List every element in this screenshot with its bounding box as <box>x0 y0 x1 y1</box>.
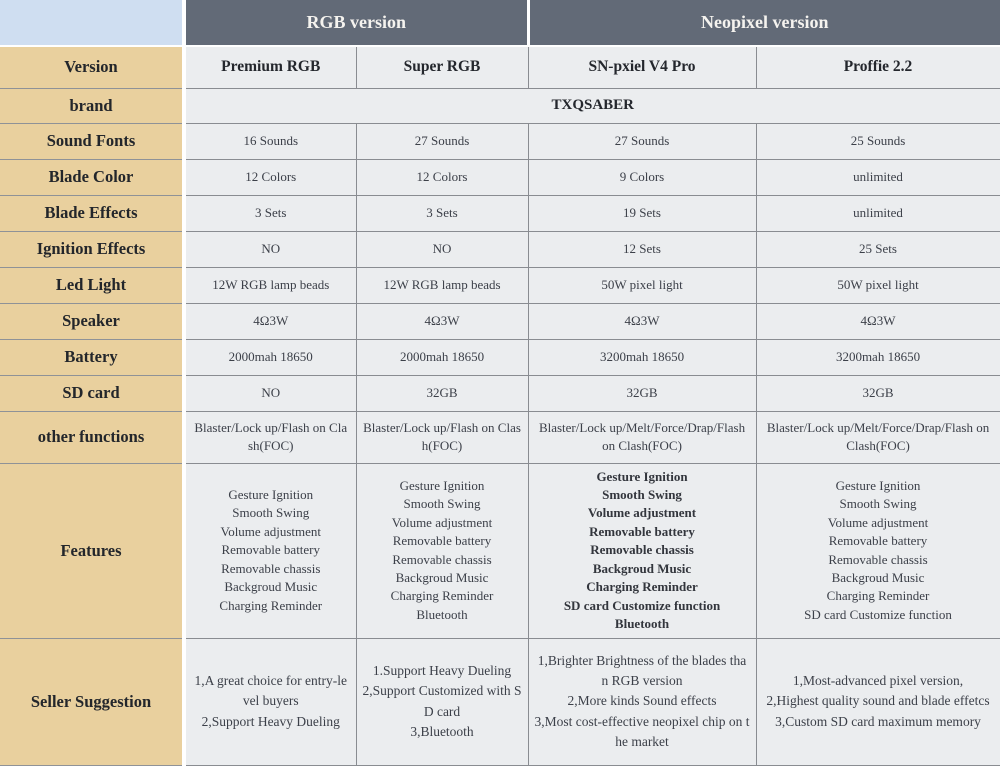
group-header-neopixel-version: Neopixel version <box>526 0 1000 47</box>
spec-cell: unlimited <box>755 194 1000 232</box>
spec-cell: 12W RGB lamp beads <box>183 266 357 304</box>
spec-cell: 16 Sounds <box>183 122 357 160</box>
row-header-blade-effects: Blade Effects <box>0 194 186 232</box>
row-features: Features Gesture Ignition Smooth Swing V… <box>0 462 1000 639</box>
row-header-brand: brand <box>0 87 186 124</box>
features-cell: Gesture Ignition Smooth Swing Volume adj… <box>755 462 1000 639</box>
row-blade-effects: Blade Effects 3 Sets 3 Sets 19 Sets unli… <box>0 194 1000 232</box>
spec-cell: 4Ω3W <box>355 302 529 340</box>
spec-cell: 32GB <box>355 374 529 412</box>
spec-cell: 12W RGB lamp beads <box>355 266 529 304</box>
spec-cell: 3200mah 18650 <box>527 338 757 376</box>
brand-cell: TXQSABER <box>183 87 1000 124</box>
spec-cell: 25 Sounds <box>755 122 1000 160</box>
row-led-light: Led Light 12W RGB lamp beads 12W RGB lam… <box>0 266 1000 304</box>
spec-cell: Blaster/Lock up/Flash on Clash(FOC) <box>183 410 357 464</box>
suggestion-cell: 1,Most-advanced pixel version, 2,Highest… <box>755 637 1000 766</box>
spec-cell: 25 Sets <box>755 230 1000 268</box>
spec-cell: 4Ω3W <box>755 302 1000 340</box>
spec-cell: 4Ω3W <box>183 302 357 340</box>
row-blade-color: Blade Color 12 Colors 12 Colors 9 Colors… <box>0 158 1000 196</box>
spec-cell: NO <box>183 374 357 412</box>
spec-cell: SN-pxiel V4 Pro <box>527 45 757 89</box>
row-other-functions: other functions Blaster/Lock up/Flash on… <box>0 410 1000 464</box>
spec-cell: 32GB <box>755 374 1000 412</box>
row-sound-fonts: Sound Fonts 16 Sounds 27 Sounds 27 Sound… <box>0 122 1000 160</box>
spec-cell: 2000mah 18650 <box>355 338 529 376</box>
row-header-version: Version <box>0 45 186 89</box>
spec-cell: 3 Sets <box>355 194 529 232</box>
row-header-sd-card: SD card <box>0 374 186 412</box>
group-header-rgb-version: RGB version <box>184 0 529 47</box>
row-header-speaker: Speaker <box>0 302 186 340</box>
row-header-features: Features <box>0 462 186 639</box>
spec-cell: 4Ω3W <box>527 302 757 340</box>
spec-cell: 19 Sets <box>527 194 757 232</box>
row-battery: Battery 2000mah 18650 2000mah 18650 3200… <box>0 338 1000 376</box>
suggestion-cell: 1,A great choice for entry-level buyers … <box>183 637 357 766</box>
row-header-led-light: Led Light <box>0 266 186 304</box>
features-cell: Gesture Ignition Smooth Swing Volume adj… <box>183 462 357 639</box>
row-header-seller-suggestion: Seller Suggestion <box>0 637 186 766</box>
row-seller-suggestion: Seller Suggestion 1,A great choice for e… <box>0 637 1000 766</box>
spec-cell: Proffie 2.2 <box>755 45 1000 89</box>
spec-cell: 27 Sounds <box>355 122 529 160</box>
spec-cell: Premium RGB <box>183 45 357 89</box>
row-brand: brand TXQSABER <box>0 87 1000 124</box>
row-header-ignition-effects: Ignition Effects <box>0 230 186 268</box>
spec-cell: 3 Sets <box>183 194 357 232</box>
row-ignition-effects: Ignition Effects NO NO 12 Sets 25 Sets <box>0 230 1000 268</box>
row-sd-card: SD card NO 32GB 32GB 32GB <box>0 374 1000 412</box>
header-row: RGB version Neopixel version <box>0 0 1000 47</box>
spec-cell: 27 Sounds <box>527 122 757 160</box>
features-cell: Gesture Ignition Smooth Swing Volume adj… <box>527 462 757 639</box>
corner-cell <box>0 0 186 47</box>
spec-cell: NO <box>355 230 529 268</box>
spec-cell: Super RGB <box>355 45 529 89</box>
spec-cell: 32GB <box>527 374 757 412</box>
row-header-battery: Battery <box>0 338 186 376</box>
spec-cell: 12 Sets <box>527 230 757 268</box>
suggestion-cell: 1,Brighter Brightness of the blades than… <box>527 637 757 766</box>
row-speaker: Speaker 4Ω3W 4Ω3W 4Ω3W 4Ω3W <box>0 302 1000 340</box>
spec-cell: 3200mah 18650 <box>755 338 1000 376</box>
spec-cell: Blaster/Lock up/Flash on Clash(FOC) <box>355 410 529 464</box>
row-version: Version Premium RGB Super RGB SN-pxiel V… <box>0 45 1000 89</box>
spec-cell: NO <box>183 230 357 268</box>
spec-cell: Blaster/Lock up/Melt/Force/Drap/Flash on… <box>527 410 757 464</box>
spec-cell: unlimited <box>755 158 1000 196</box>
spec-cell: 12 Colors <box>183 158 357 196</box>
spec-cell: 50W pixel light <box>755 266 1000 304</box>
spec-cell: 12 Colors <box>355 158 529 196</box>
suggestion-cell: 1.Support Heavy Dueling 2,Support Custom… <box>355 637 529 766</box>
spec-cell: 9 Colors <box>527 158 757 196</box>
spec-cell: 50W pixel light <box>527 266 757 304</box>
spec-cell: 2000mah 18650 <box>183 338 357 376</box>
row-header-blade-color: Blade Color <box>0 158 186 196</box>
row-header-sound-fonts: Sound Fonts <box>0 122 186 160</box>
features-cell: Gesture Ignition Smooth Swing Volume adj… <box>355 462 529 639</box>
spec-cell: Blaster/Lock up/Melt/Force/Drap/Flash on… <box>755 410 1000 464</box>
row-header-other-functions: other functions <box>0 410 186 464</box>
